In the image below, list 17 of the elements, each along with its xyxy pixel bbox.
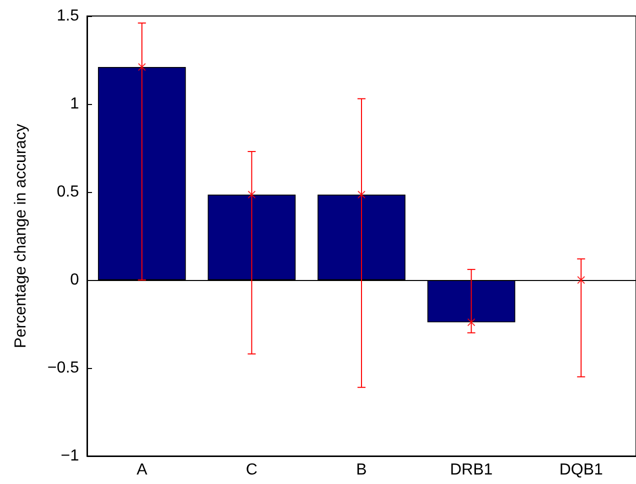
x-tick-label: C	[246, 462, 258, 478]
y-tick-label: 1	[70, 96, 80, 112]
x-tick-label: DQB1	[559, 462, 603, 478]
y-axis-title: Percentage change in accuracy	[12, 124, 30, 348]
y-tick-label: 1.5	[56, 8, 80, 24]
point	[358, 190, 366, 199]
point	[577, 276, 586, 284]
y-tick-label: −0.5	[47, 360, 80, 376]
point	[248, 190, 256, 199]
x-tick-label: DRB1	[450, 462, 493, 478]
y-tick-label: −1	[60, 448, 80, 464]
x-tick-label: A	[136, 462, 148, 478]
y-tick-label: 0	[70, 272, 80, 288]
point	[467, 318, 476, 326]
point	[138, 63, 146, 72]
x-tick-label: B	[356, 462, 367, 478]
y-tick-label: 0.5	[56, 184, 80, 200]
